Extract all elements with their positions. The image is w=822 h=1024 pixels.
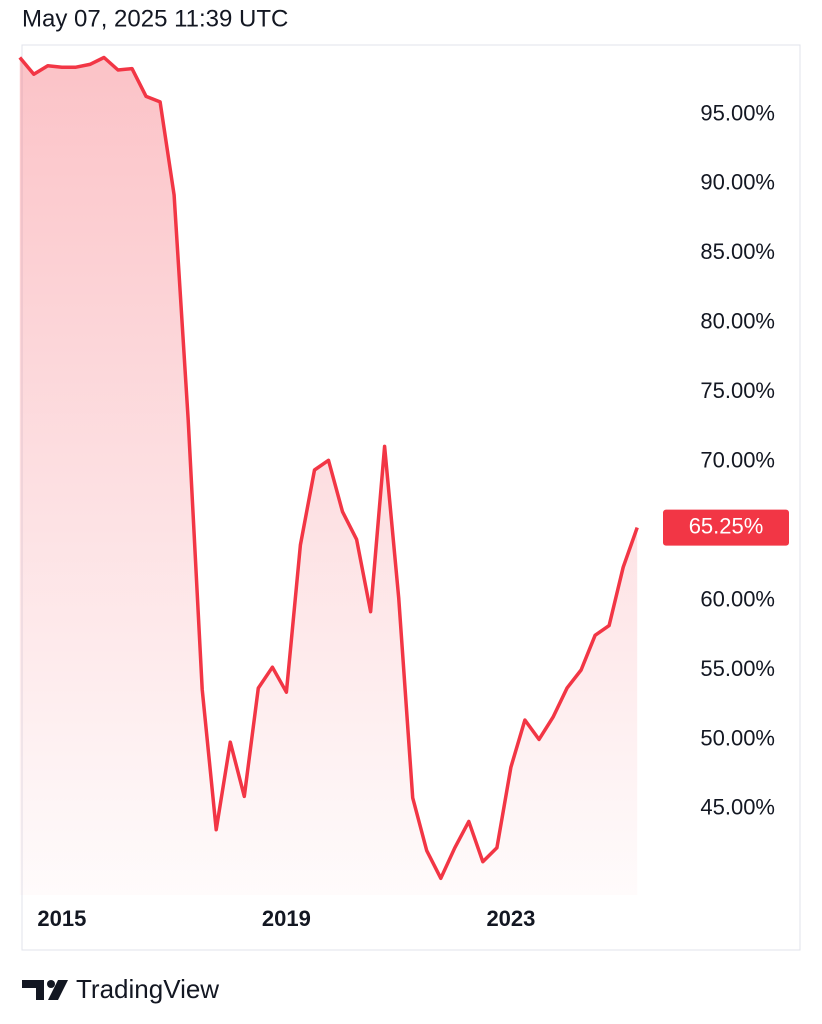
y-tick-label: 80.00% bbox=[700, 309, 775, 334]
y-tick-label: 50.00% bbox=[700, 725, 775, 750]
y-tick-label: 45.00% bbox=[700, 795, 775, 820]
y-tick-label: 70.00% bbox=[700, 447, 775, 472]
y-tick-label: 75.00% bbox=[700, 378, 775, 403]
current-value-badge bbox=[663, 509, 789, 546]
tradingview-logo bbox=[22, 980, 68, 1000]
x-tick-label: 2019 bbox=[262, 906, 311, 931]
y-tick-label: 60.00% bbox=[700, 586, 775, 611]
x-tick-label: 2015 bbox=[37, 906, 86, 931]
y-tick-label: 90.00% bbox=[700, 170, 775, 195]
y-tick-label: 95.00% bbox=[700, 100, 775, 125]
timestamp: May 07, 2025 11:39 UTC bbox=[22, 5, 288, 32]
line bbox=[18, 55, 639, 881]
brand: TradingView bbox=[76, 974, 219, 1004]
current-value-label: 65.25% bbox=[689, 513, 764, 538]
area-fill bbox=[19, 57, 638, 895]
y-tick-label: 85.00% bbox=[700, 239, 775, 264]
y-tick-label: 55.00% bbox=[700, 656, 775, 681]
x-tick-label: 2023 bbox=[486, 906, 535, 931]
